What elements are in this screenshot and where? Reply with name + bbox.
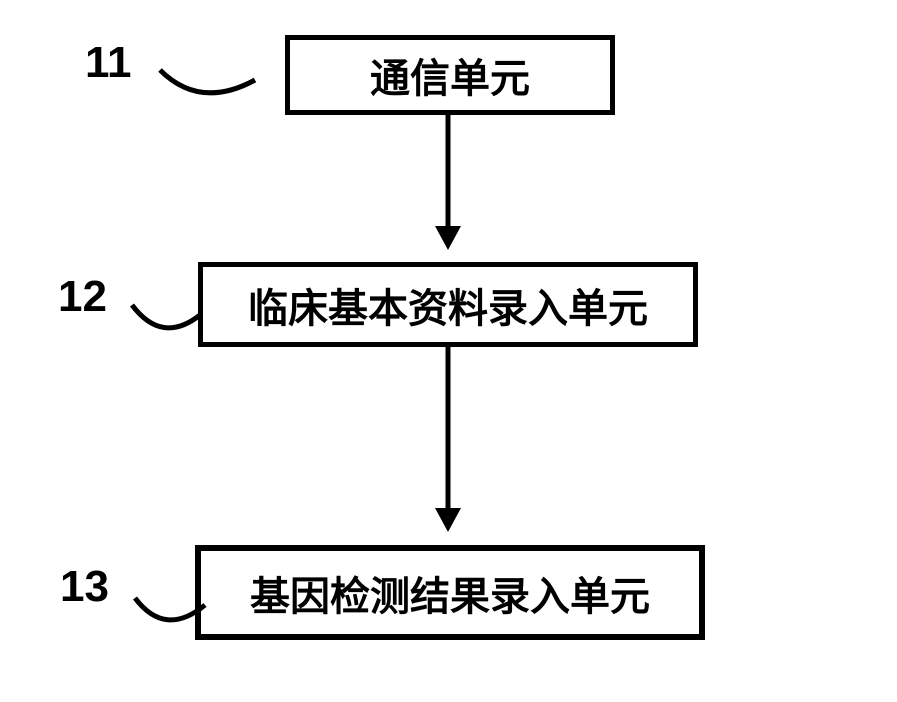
connector-curve-box1 [150, 60, 265, 120]
node-number-box2: 12 [58, 272, 107, 322]
connector-curve-box3 [125, 588, 215, 648]
node-number-box1: 11 [85, 38, 132, 88]
connector-curve-box2 [122, 295, 210, 355]
arrow-a1 [422, 110, 474, 279]
node-label: 通信单元 [370, 46, 530, 104]
node-label: 临床基本资料录入单元 [248, 276, 648, 334]
node-label: 基因检测结果录入单元 [250, 564, 650, 622]
arrow-a2 [422, 342, 474, 561]
flowchart-node-box1: 通信单元 [285, 35, 615, 115]
node-number-box3: 13 [60, 562, 109, 612]
